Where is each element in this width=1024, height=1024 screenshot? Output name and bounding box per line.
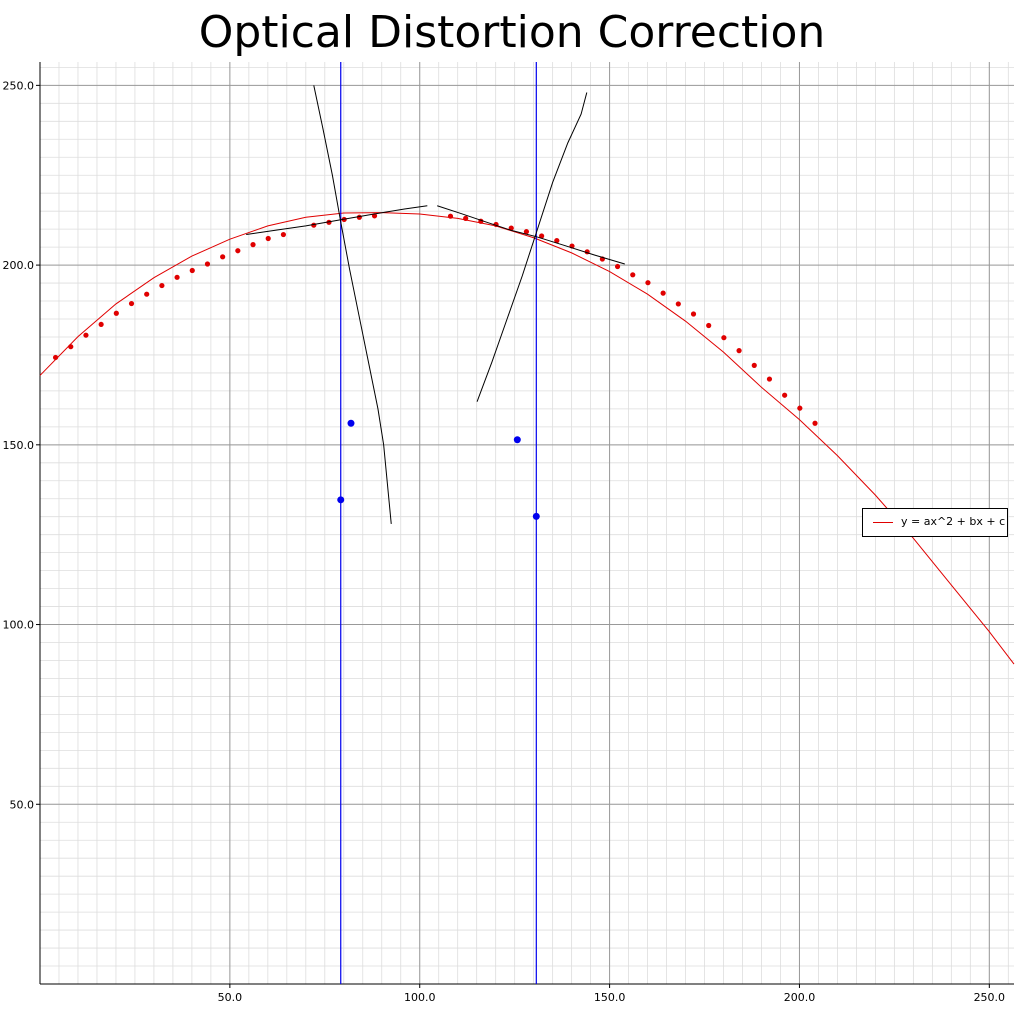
series-layer xyxy=(39,62,1015,984)
data-point xyxy=(645,280,651,286)
legend-swatch-fit xyxy=(873,522,893,523)
data-point xyxy=(721,335,727,341)
tangent-line xyxy=(246,205,428,236)
data-point xyxy=(812,420,818,426)
data-point xyxy=(280,231,287,238)
data-point xyxy=(797,405,803,411)
legend-label-fit: y = ax^2 + bx + c xyxy=(901,515,1006,528)
x-tick-label: 200.0 xyxy=(784,991,816,1004)
data-point xyxy=(220,254,226,260)
data-point xyxy=(159,282,165,289)
data-point xyxy=(174,274,180,280)
data-point xyxy=(128,300,135,307)
legend: y = ax^2 + bx + c xyxy=(862,508,1008,537)
y-tick-label: 50.0 xyxy=(10,798,35,811)
data-point xyxy=(447,213,454,219)
tangent-line xyxy=(437,205,625,265)
tangent-line xyxy=(476,92,588,402)
data-point xyxy=(463,215,469,221)
data-point xyxy=(766,376,773,382)
data-point xyxy=(690,311,697,317)
data-point xyxy=(204,261,211,267)
data-point xyxy=(113,310,119,316)
data-point xyxy=(630,272,636,278)
data-point xyxy=(523,229,530,235)
data-point xyxy=(189,267,195,274)
y-tick-label: 200.0 xyxy=(3,259,35,272)
x-tick-label: 150.0 xyxy=(594,991,626,1004)
marker-point xyxy=(337,496,345,504)
y-tick-label: 250.0 xyxy=(3,79,35,92)
data-point xyxy=(751,362,757,368)
chart-title: Optical Distortion Correction xyxy=(198,7,826,58)
data-point xyxy=(265,235,271,242)
y-tick-label: 100.0 xyxy=(3,619,35,632)
data-point xyxy=(706,322,712,329)
axes-layer xyxy=(36,62,1014,988)
data-point xyxy=(83,332,89,338)
data-point xyxy=(660,290,666,296)
data-point xyxy=(144,291,150,297)
fit-curve-line xyxy=(39,212,1015,665)
x-tick-label: 50.0 xyxy=(218,991,243,1004)
tick-labels: 50.0 100.0 150.0 200.0 250.0 50.0 100.0 150.0 20… xyxy=(3,79,1006,1004)
data-point xyxy=(614,263,621,270)
data-point xyxy=(736,348,742,354)
data-point xyxy=(508,225,514,231)
grid-layer xyxy=(39,62,1014,985)
data-point xyxy=(235,248,241,254)
x-tick-label: 250.0 xyxy=(974,991,1006,1004)
tangent-line xyxy=(313,85,392,524)
marker-point xyxy=(532,512,540,520)
data-point xyxy=(68,344,74,350)
x-tick-label: 100.0 xyxy=(404,991,436,1004)
data-point xyxy=(782,392,788,398)
data-point xyxy=(539,233,545,239)
data-point xyxy=(98,321,104,328)
data-point xyxy=(52,354,59,361)
y-tick-label: 150.0 xyxy=(3,439,35,452)
data-point xyxy=(675,301,681,307)
data-point xyxy=(250,242,256,248)
marker-point xyxy=(513,436,521,444)
marker-point xyxy=(347,419,355,427)
data-point xyxy=(554,238,560,244)
